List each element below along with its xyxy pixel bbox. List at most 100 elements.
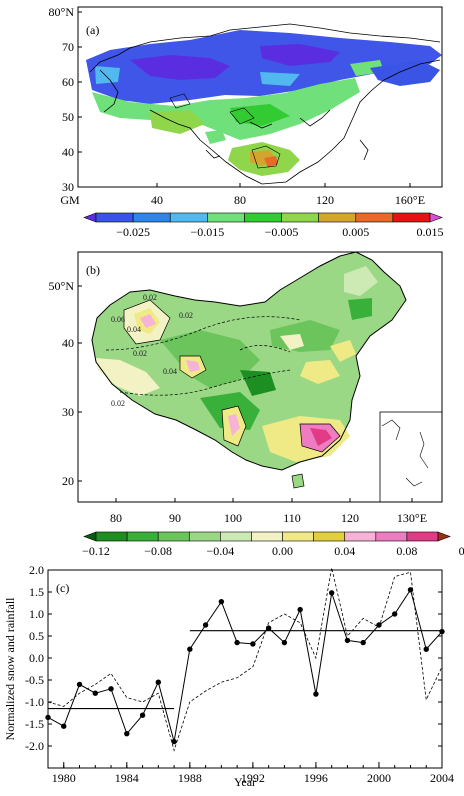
lat-tick-label: 50 — [62, 110, 74, 124]
series-point — [313, 691, 319, 697]
series-point — [376, 622, 382, 628]
series-point — [187, 646, 193, 652]
series-point — [45, 714, 51, 721]
lat-tick-label: 40 — [62, 336, 74, 350]
colorbar-swatch — [169, 212, 208, 223]
lon-tick-label: 110 — [283, 511, 301, 525]
lat-tick-label: 20 — [62, 474, 74, 488]
y-tick-label: 2.0 — [29, 563, 44, 577]
series-point — [202, 622, 209, 628]
series-point — [61, 723, 67, 729]
panel-b-lat-axis: 50°N 40 30 20 — [49, 279, 82, 488]
contour-label: 0.02 — [143, 293, 157, 302]
y-tick-label: 1.0 — [29, 607, 44, 621]
panel-c-y-axis: 2.0 1.5 1.0 0.5 0.0 -0.5 -1.0 -1.5 -2.0 — [25, 563, 442, 753]
colorbar-label: 0.00 — [272, 544, 293, 558]
panel-c-mean-lines — [48, 630, 442, 710]
x-tick-label: 1996 — [304, 771, 328, 785]
series-point — [234, 639, 240, 646]
colorbar-swatch — [251, 531, 283, 542]
lon-tick-label: 40 — [151, 193, 163, 207]
solid-series-line — [47, 588, 443, 742]
series-point — [297, 606, 303, 613]
colorbar-label: −0.08 — [144, 544, 172, 558]
colorbar-low-arrow — [83, 212, 97, 223]
colorbar-swatch — [344, 531, 377, 542]
panel-a-frame — [77, 6, 443, 188]
y-tick-label: 1.5 — [29, 585, 44, 599]
x-tick-label: 1988 — [178, 771, 202, 785]
lat-tick-label: 60 — [62, 75, 74, 89]
lon-tick-label: GM — [60, 193, 80, 207]
panel-b-label: (b) — [86, 263, 100, 277]
y-axis-title: Normalized snow and rainfall — [3, 597, 17, 741]
series-point — [124, 730, 130, 737]
x-tick-label: 2004 — [430, 771, 454, 785]
colorbar-swatch — [282, 531, 314, 542]
colorbar-swatch — [392, 212, 431, 223]
contour-label: 0.02 — [111, 399, 125, 408]
colorbar-low-arrow — [83, 531, 97, 542]
lon-tick-label: 80 — [234, 193, 246, 207]
colorbar-swatch — [207, 212, 245, 223]
y-tick-label: 0.5 — [29, 629, 44, 643]
panel-a-colorbar: −0.025 −0.015 −0.005 0.005 0.015 — [83, 212, 444, 239]
panel-c-series — [45, 567, 445, 752]
lon-tick-label: 80 — [110, 511, 122, 525]
colorbar-label: −0.005 — [265, 225, 299, 239]
y-tick-label: -2.0 — [25, 739, 44, 753]
series-point — [392, 611, 398, 617]
y-tick-label: -1.0 — [25, 695, 44, 709]
lon-tick-label: 90 — [169, 511, 181, 525]
panel-a-lon-axis: GM 40 80 120 160°E — [60, 183, 425, 207]
panel-b-lon-axis: 80 90 100 110 120 130°E — [110, 498, 427, 525]
series-point — [155, 679, 162, 685]
series-point — [281, 639, 288, 646]
colorbar-label: 0.015 — [417, 225, 444, 239]
y-tick-label: 0.0 — [29, 651, 44, 665]
snow-cover-field — [86, 30, 442, 176]
panel-c-label: (c) — [56, 581, 69, 595]
series-point — [328, 590, 335, 596]
contour-label: 0.04 — [163, 367, 177, 376]
colorbar-swatch — [406, 531, 439, 542]
lat-tick-label: 40 — [62, 145, 74, 159]
x-tick-label: 1992 — [241, 771, 265, 785]
panel-b-contour-labels: 0.020.060.040.020.020.040.02 — [111, 293, 193, 408]
colorbar-swatch — [220, 531, 252, 542]
series-point — [218, 598, 225, 605]
panel-a-label: (a) — [86, 23, 99, 37]
panel-b-frame — [77, 251, 443, 503]
dashed-series-line — [47, 567, 443, 752]
colorbar-high-arrow — [429, 212, 443, 223]
series-point — [250, 641, 256, 647]
colorbar-swatch — [126, 531, 159, 542]
lon-tick-label: 120 — [341, 511, 359, 525]
x-tick-label: 1984 — [115, 771, 139, 785]
colorbar-label: −0.12 — [82, 544, 110, 558]
colorbar-swatch — [132, 212, 171, 223]
y-tick-label: -1.5 — [25, 717, 44, 731]
panel-a-map: (a) 80°N 70 60 50 40 30 GM 40 80 120 160°E −0.025… — [49, 5, 444, 239]
colorbar-swatch — [313, 531, 346, 542]
colorbar-label: 0.04 — [334, 544, 355, 558]
lat-tick-label: 70 — [62, 40, 74, 54]
panel-c-x-axis: 1980 1984 1988 1992 1996 2000 2004 — [47, 762, 454, 785]
colorbar-label: 0.12 — [459, 544, 464, 558]
lon-tick-label: 100 — [224, 511, 242, 525]
x-axis-title: Year — [234, 775, 256, 789]
lon-tick-label: 160°E — [395, 193, 425, 207]
series-point — [439, 628, 445, 635]
colorbar-swatch — [318, 212, 357, 223]
colorbar-swatch — [95, 531, 128, 542]
panel-c-chart: (c) 2.0 1.5 1.0 0.5 0.0 -0.5 -1.0 -1.5 -2.0 1980… — [3, 563, 454, 789]
series-point — [360, 639, 366, 646]
panel-b-colorbar: −0.12 −0.08 −0.04 0.00 0.04 0.08 0.12 — [82, 531, 464, 558]
y-tick-label: -0.5 — [25, 673, 44, 687]
contour-label: 0.02 — [133, 349, 147, 358]
colorbar-swatch — [188, 531, 221, 542]
inset-coastlines — [381, 419, 429, 487]
colorbar-label: 0.08 — [396, 544, 417, 558]
series-point — [76, 681, 83, 688]
